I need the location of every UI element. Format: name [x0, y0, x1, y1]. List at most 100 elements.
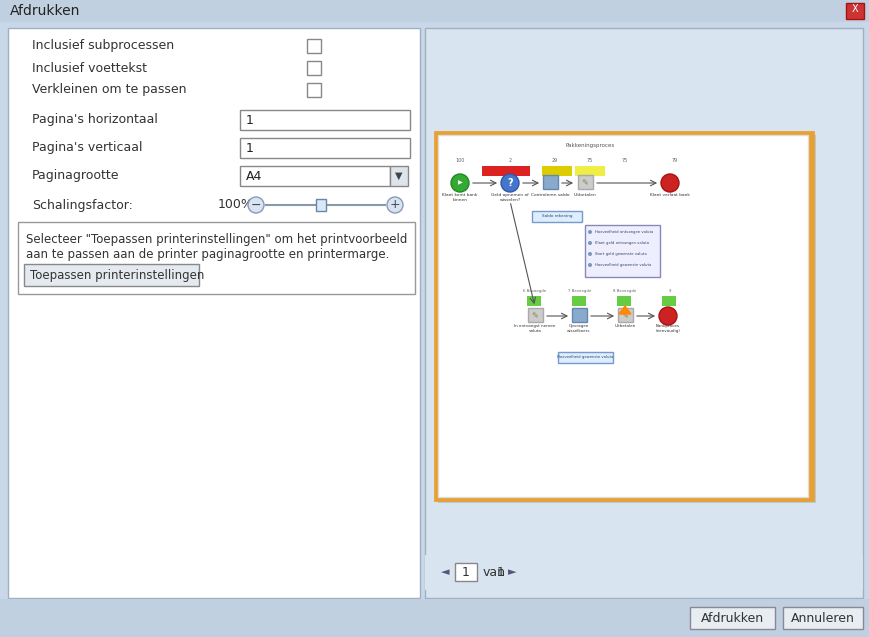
- Text: ◄: ◄: [441, 567, 448, 577]
- Text: Annuleren: Annuleren: [790, 612, 854, 624]
- Text: 7 Bevoegde: 7 Bevoegde: [567, 289, 591, 293]
- Text: In ontvangst nemen
valuta: In ontvangst nemen valuta: [514, 324, 555, 333]
- Text: Opvragen
wisselkoers: Opvragen wisselkoers: [567, 324, 590, 333]
- Bar: [425, 28, 862, 598]
- Text: Hoeveelheid gewenste valuta: Hoeveelheid gewenste valuta: [556, 355, 613, 359]
- Bar: [584, 225, 660, 277]
- Bar: [689, 607, 774, 629]
- Text: Pagina's verticaal: Pagina's verticaal: [32, 141, 143, 155]
- Bar: [481, 166, 529, 176]
- Bar: [542, 175, 557, 189]
- Text: van: van: [482, 566, 506, 578]
- Circle shape: [658, 307, 676, 325]
- Text: ✎: ✎: [531, 311, 538, 320]
- Circle shape: [501, 174, 519, 192]
- Text: Saldo rekening: Saldo rekening: [541, 214, 572, 218]
- Text: A4: A4: [246, 169, 262, 182]
- Text: Klant geld ontvangen valuta: Klant geld ontvangen valuta: [594, 241, 648, 245]
- Text: 1: 1: [496, 566, 504, 578]
- Text: Afdrukken: Afdrukken: [700, 612, 763, 624]
- Bar: [437, 135, 815, 503]
- Text: X: X: [851, 4, 858, 14]
- Text: 9: 9: [668, 289, 671, 293]
- Circle shape: [587, 263, 591, 267]
- Bar: [24, 264, 199, 286]
- Bar: [531, 211, 581, 222]
- Circle shape: [450, 174, 468, 192]
- Text: Uitbetalen: Uitbetalen: [614, 324, 635, 328]
- Text: Pagina's horizontaal: Pagina's horizontaal: [32, 113, 157, 127]
- Circle shape: [248, 197, 263, 213]
- Text: 1: 1: [246, 113, 254, 127]
- Bar: [574, 166, 604, 176]
- Bar: [307, 61, 321, 75]
- Text: ✎: ✎: [620, 311, 627, 320]
- Text: −: −: [250, 199, 261, 211]
- Text: Bankproces
(eenvoudig): Bankproces (eenvoudig): [655, 324, 680, 333]
- Text: Schalingsfactor:: Schalingsfactor:: [32, 199, 133, 211]
- Text: 29: 29: [551, 158, 557, 163]
- Bar: [571, 296, 586, 306]
- Text: Inclusief subprocessen: Inclusief subprocessen: [32, 39, 174, 52]
- Bar: [782, 607, 862, 629]
- Text: Klant verlaat bank: Klant verlaat bank: [649, 193, 689, 197]
- Text: ✎: ✎: [580, 178, 587, 187]
- Bar: [437, 135, 807, 497]
- Text: 1: 1: [246, 141, 254, 155]
- Bar: [307, 39, 321, 53]
- Text: Selecteer "Toepassen printerinstellingen" om het printvoorbeeld: Selecteer "Toepassen printerinstellingen…: [26, 233, 407, 246]
- Text: 75: 75: [587, 158, 593, 163]
- Circle shape: [587, 252, 591, 256]
- Text: 1: 1: [461, 566, 469, 578]
- Text: 100%: 100%: [218, 199, 254, 211]
- Circle shape: [587, 241, 591, 245]
- Text: Pakkeningsproces: Pakkeningsproces: [565, 143, 614, 148]
- Text: Toepassen printerinstellingen: Toepassen printerinstellingen: [30, 269, 204, 282]
- Bar: [527, 296, 541, 306]
- Bar: [434, 132, 812, 500]
- Text: Hoeveelheid ontvangen valuta: Hoeveelheid ontvangen valuta: [594, 230, 653, 234]
- Bar: [541, 166, 571, 176]
- Text: 79: 79: [671, 158, 677, 163]
- Bar: [0, 599, 869, 637]
- Text: Inclusief voettekst: Inclusief voettekst: [32, 62, 147, 75]
- Bar: [0, 0, 869, 22]
- Bar: [425, 555, 862, 590]
- Bar: [661, 296, 675, 306]
- Bar: [307, 83, 321, 97]
- Bar: [18, 222, 415, 294]
- Bar: [8, 28, 420, 598]
- Text: Paginagrootte: Paginagrootte: [32, 169, 119, 182]
- Bar: [240, 110, 409, 130]
- Bar: [577, 175, 593, 189]
- Bar: [454, 563, 476, 581]
- Text: aan te passen aan de printer paginagrootte en printermarge.: aan te passen aan de printer paginagroot…: [26, 248, 389, 261]
- Text: Verkleinen om te passen: Verkleinen om te passen: [32, 83, 186, 96]
- Text: ?: ?: [507, 178, 512, 188]
- Bar: [557, 352, 613, 363]
- Bar: [315, 199, 326, 211]
- Bar: [527, 308, 542, 322]
- Text: Hoeveelheid gewenste valuta: Hoeveelheid gewenste valuta: [594, 263, 651, 267]
- Bar: [389, 166, 408, 186]
- Text: Geld opnemen of
wisselen?: Geld opnemen of wisselen?: [491, 193, 528, 201]
- Circle shape: [387, 197, 402, 213]
- Text: 6 Bevoegde: 6 Bevoegde: [523, 289, 546, 293]
- Bar: [571, 308, 587, 322]
- Text: ▶: ▶: [457, 180, 461, 185]
- Text: 8 Bevoegde: 8 Bevoegde: [613, 289, 636, 293]
- Bar: [617, 308, 633, 322]
- Text: +: +: [389, 199, 400, 211]
- Bar: [240, 138, 409, 158]
- Bar: [845, 3, 863, 19]
- Text: 100: 100: [454, 158, 464, 163]
- Text: ►: ►: [507, 567, 515, 577]
- Text: Controleren saldo: Controleren saldo: [530, 193, 568, 197]
- Bar: [616, 296, 630, 306]
- Polygon shape: [618, 306, 630, 314]
- Text: Afdrukken: Afdrukken: [10, 4, 80, 18]
- Text: Klant komt bank
binnen: Klant komt bank binnen: [441, 193, 477, 201]
- Text: Stort geld gewenste valuta: Stort geld gewenste valuta: [594, 252, 646, 256]
- Text: Uitbetalen: Uitbetalen: [573, 193, 595, 197]
- Text: 75: 75: [621, 158, 627, 163]
